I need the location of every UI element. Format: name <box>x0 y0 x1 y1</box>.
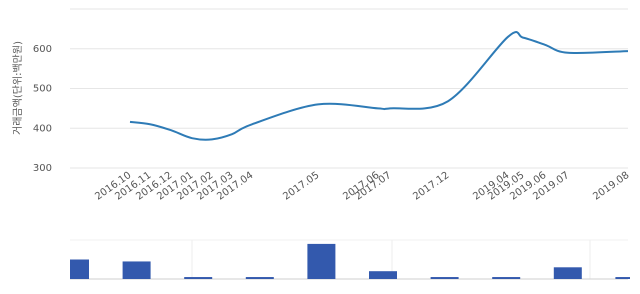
volume-bar <box>245 277 274 279</box>
x-tick-label: 2017.12 <box>411 170 451 203</box>
volume-bar <box>122 261 151 279</box>
y-axis-label: 거래금액(단위:백만원) <box>11 41 24 135</box>
volume-bar <box>430 277 459 279</box>
volume-bar <box>615 277 630 279</box>
volume-bars <box>70 243 630 279</box>
volume-bar <box>70 259 89 279</box>
volume-bar <box>553 267 582 279</box>
y-tick-label: 400 <box>33 123 52 134</box>
y-tick-label: 500 <box>33 84 52 95</box>
volume-bar <box>492 277 521 279</box>
y-tick-label: 300 <box>33 163 52 174</box>
volume-bar <box>307 243 336 279</box>
price-line <box>129 31 629 141</box>
y-tick-label: 600 <box>33 44 52 55</box>
x-tick-label: 2017.05 <box>281 170 321 203</box>
volume-bar <box>369 271 397 279</box>
volume-bar <box>184 277 213 279</box>
x-tick-label: 2019.08 <box>591 170 631 203</box>
